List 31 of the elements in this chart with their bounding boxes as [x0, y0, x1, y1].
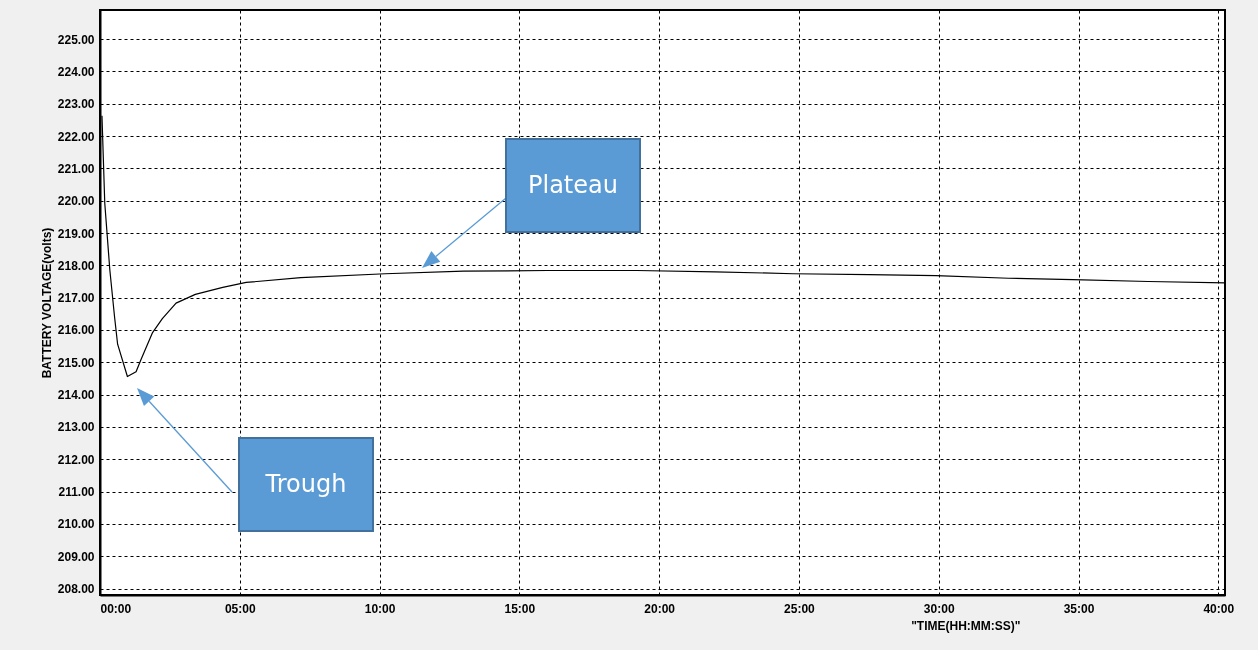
- y-tick-label: 215.00: [57, 355, 95, 370]
- x-tick-label: 10:00: [364, 601, 396, 616]
- y-tick-label: 210.00: [57, 517, 95, 532]
- x-tick-label: 30:00: [923, 601, 955, 616]
- y-tick-label: 209.00: [57, 549, 95, 564]
- y-tick-label: 224.00: [57, 64, 95, 79]
- x-tick-label: 35:00: [1063, 601, 1095, 616]
- x-tick-label: 15:00: [504, 601, 536, 616]
- y-tick-label: 216.00: [57, 323, 95, 338]
- callout-box: Plateau: [505, 137, 641, 233]
- y-tick-label: 217.00: [57, 291, 95, 306]
- callout-box: Trough: [238, 436, 374, 532]
- y-tick-label: 213.00: [57, 420, 95, 435]
- y-tick-label: 218.00: [57, 258, 95, 273]
- y-tick-label: 208.00: [57, 582, 95, 597]
- y-tick-label: 212.00: [57, 452, 95, 467]
- y-tick-label: 214.00: [57, 388, 95, 403]
- x-tick-label: 05:00: [224, 601, 256, 616]
- y-tick-label: 221.00: [57, 161, 95, 176]
- x-axis-title: "TIME(HH:MM:SS)": [911, 618, 1021, 633]
- y-tick-label: 219.00: [57, 226, 95, 241]
- x-tick-label: 00:00: [100, 601, 132, 616]
- y-tick-label: 225.00: [57, 32, 95, 47]
- x-tick-label: 25:00: [784, 601, 816, 616]
- y-tick-label: 211.00: [58, 485, 95, 500]
- y-tick-label: 220.00: [57, 194, 95, 209]
- y-axis-title: BATTERY VOLTAGE(volts): [39, 227, 54, 379]
- y-tick-label: 223.00: [57, 97, 95, 112]
- x-tick-label: 20:00: [644, 601, 676, 616]
- x-tick-label: 40:00: [1203, 601, 1235, 616]
- y-tick-label: 222.00: [57, 129, 95, 144]
